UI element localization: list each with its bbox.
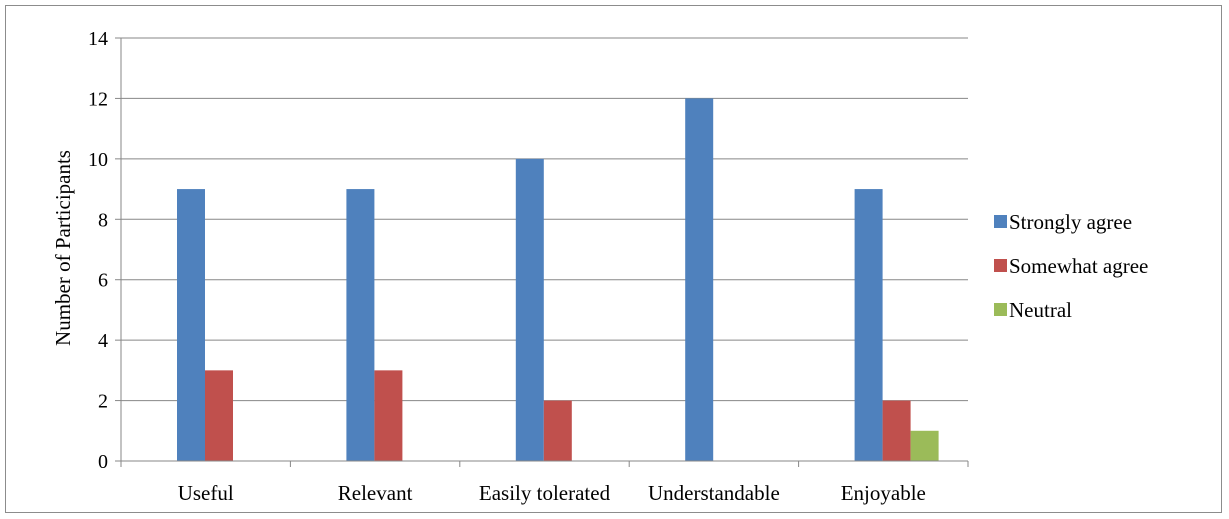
y-tick-label: 14: [88, 28, 108, 50]
x-tick-label: Enjoyable: [841, 481, 926, 505]
y-tick-label: 2: [98, 391, 108, 413]
x-axis-tick-labels: Useful Relevant Easily tolerated Understand…: [178, 481, 926, 505]
bar-somewhat-agree: [543, 400, 572, 461]
legend-label: Neutral: [1009, 298, 1072, 322]
legend-label: Strongly agree: [1009, 210, 1132, 234]
y-tick-label: 0: [98, 451, 108, 473]
legend-swatch: [994, 259, 1007, 272]
bar-strongly-agree: [346, 189, 375, 462]
legend: Strongly agree Somewhat agree Neutral: [994, 210, 1148, 322]
y-tick-label: 4: [98, 330, 108, 352]
bars: [177, 98, 939, 462]
x-tick-label: Relevant: [338, 481, 413, 505]
y-tick-label: 12: [88, 88, 108, 110]
y-axis-ticks: 0 2 4 6 8 10 12 14: [88, 28, 121, 473]
x-tick-label: Understandable: [648, 481, 780, 505]
legend-swatch: [994, 303, 1007, 316]
y-tick-label: 8: [98, 209, 108, 231]
x-tick-label: Useful: [178, 481, 234, 505]
bar-strongly-agree: [685, 98, 714, 461]
x-axis: [120, 38, 969, 467]
bar-strongly-agree: [177, 189, 205, 462]
y-tick-label: 6: [98, 270, 108, 292]
legend-label: Somewhat agree: [1009, 254, 1148, 278]
bar-strongly-agree: [515, 158, 544, 461]
bar-somewhat-agree: [882, 400, 911, 461]
bar-somewhat-agree: [205, 370, 233, 461]
x-tick-label: Easily tolerated: [479, 481, 611, 505]
legend-swatch: [994, 215, 1007, 228]
bar-somewhat-agree: [374, 370, 403, 461]
bar-strongly-agree: [854, 189, 883, 462]
bar-neutral: [910, 430, 939, 461]
gridlines: [121, 37, 968, 402]
y-tick-label: 10: [88, 149, 108, 171]
y-axis-label: Number of Participants: [51, 150, 75, 346]
